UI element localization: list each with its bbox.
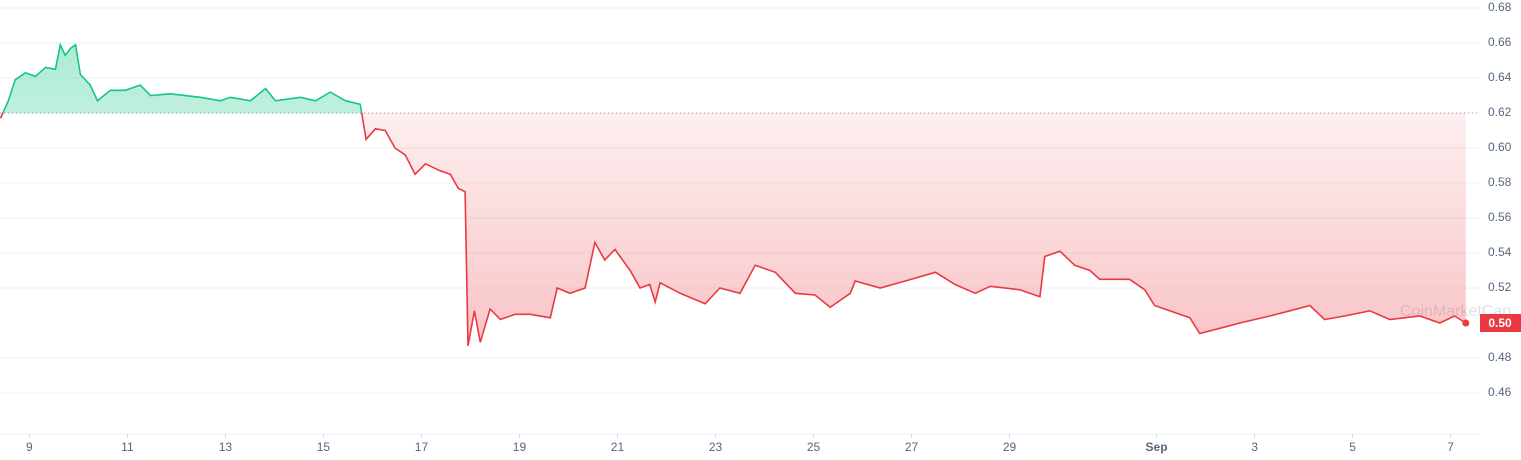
x-tick-label: 11 bbox=[121, 440, 134, 454]
y-tick-label: 0.56 bbox=[1488, 210, 1512, 224]
y-tick-label: 0.66 bbox=[1488, 35, 1512, 49]
x-tick-label: 19 bbox=[513, 440, 527, 454]
price-badge-label: 0.50 bbox=[1488, 316, 1512, 330]
y-tick-label: 0.62 bbox=[1488, 105, 1512, 119]
x-tick-label: Sep bbox=[1146, 440, 1168, 454]
price-line-above bbox=[1, 42, 363, 113]
x-tick-label: 15 bbox=[317, 440, 331, 454]
last-point bbox=[1462, 319, 1470, 327]
x-tick-label: 17 bbox=[415, 440, 429, 454]
x-tick-label: 25 bbox=[807, 440, 821, 454]
y-tick-label: 0.64 bbox=[1488, 70, 1512, 84]
x-tick-label: 29 bbox=[1003, 440, 1017, 454]
x-tick-label: 5 bbox=[1349, 440, 1356, 454]
y-tick-label: 0.46 bbox=[1488, 385, 1512, 399]
x-tick-label: 21 bbox=[611, 440, 625, 454]
y-tick-label: 0.68 bbox=[1488, 0, 1512, 14]
x-tick-label: 9 bbox=[26, 440, 33, 454]
area-above bbox=[0, 44, 1466, 113]
x-tick-label: 27 bbox=[905, 440, 919, 454]
x-tick-label: 3 bbox=[1251, 440, 1258, 454]
price-badge bbox=[1480, 314, 1521, 332]
area-below bbox=[0, 113, 1466, 346]
y-tick-label: 0.58 bbox=[1488, 175, 1512, 189]
price-line-below bbox=[0, 113, 1467, 346]
y-tick-label: 0.54 bbox=[1488, 245, 1512, 259]
y-tick-label: 0.60 bbox=[1488, 140, 1512, 154]
x-tick-label: 23 bbox=[709, 440, 723, 454]
y-tick-label: 0.52 bbox=[1488, 280, 1512, 294]
y-tick-label: 0.48 bbox=[1488, 350, 1512, 364]
x-tick-label: 7 bbox=[1447, 440, 1454, 454]
x-tick-label: 13 bbox=[219, 440, 233, 454]
